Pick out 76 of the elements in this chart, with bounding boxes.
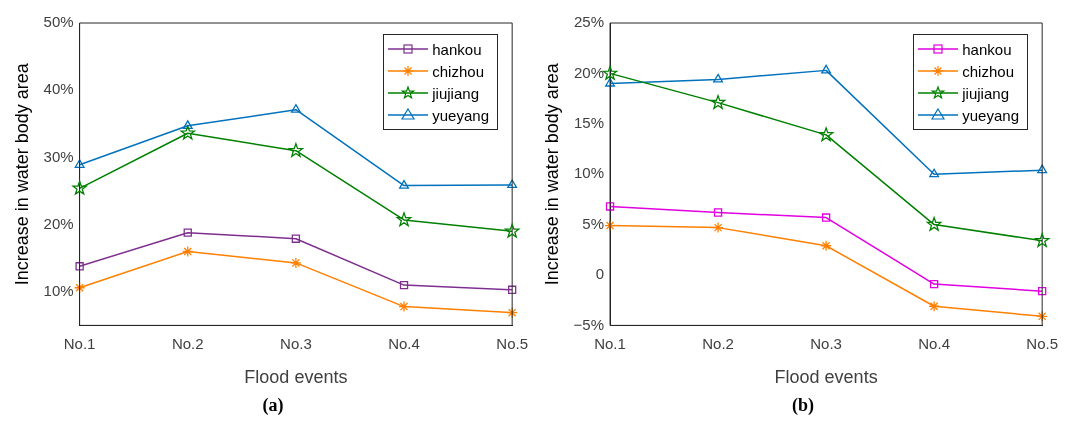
text: (b) [791,395,815,416]
point [821,64,832,74]
y-tick-label: 30% [43,147,74,165]
x-tick-label: No.2 [702,334,734,352]
point [929,279,939,289]
point [926,216,942,231]
point [290,257,302,269]
legend-label: hankou [432,40,482,58]
point [182,245,194,258]
point [75,262,84,271]
point [398,300,410,313]
point [507,285,517,294]
point [72,180,87,195]
y-tick-label: 0 [595,265,605,283]
x-tick-label: No.1 [594,334,626,352]
point [290,104,301,113]
point [399,280,409,290]
point [74,159,85,168]
x-tick-label: No.3 [810,334,842,352]
legend-label: chizhou [962,62,1014,80]
point [506,306,518,319]
legend-label: chizhou [432,62,484,80]
point [712,221,724,234]
point [288,143,304,157]
point [713,208,723,217]
x-tick-label: No.4 [388,334,420,352]
point [928,300,940,312]
point [1037,286,1047,296]
point [821,213,831,222]
point [710,94,726,109]
x-axis-title: Flood events [244,367,348,388]
x-tick-label: No.1 [63,334,96,352]
y-tick-label: 10% [43,281,74,299]
y-tick-label: 10% [574,164,605,182]
y-tick-label: 20% [43,214,74,232]
point [183,228,192,237]
point [818,127,834,142]
point [504,223,520,238]
point [399,179,409,189]
point [1034,233,1050,248]
point [605,77,616,87]
legend-label: jiujiang [962,84,1009,102]
point [291,234,301,243]
y-tick-label: 25% [574,13,605,31]
point [604,219,616,232]
y-tick-label: 50% [43,13,74,31]
x-tick-label: No.5 [1026,334,1058,352]
y-tick-label: 20% [574,63,605,81]
y-tick-label: 5% [582,214,605,232]
point [1037,164,1048,174]
x-tick-label: No.3 [280,334,312,352]
y-tick-label: −5% [573,315,605,333]
point [396,212,412,227]
x-axis-title: Flood events [774,367,878,388]
y-tick-label: 40% [43,80,74,98]
legend-label: hankou [962,40,1012,58]
x-tick-label: No.4 [918,334,950,352]
point [507,179,518,189]
y-axis-title: Increase in water body area [11,62,32,286]
point [713,73,724,83]
legend-label: yueyang [962,106,1019,124]
x-tick-label: No.5 [496,334,528,352]
legend-label: yueyang [432,106,489,124]
y-axis-title: Increase in water body area [541,62,562,286]
point [820,240,832,252]
x-tick-label: No.2 [171,334,204,352]
point [605,202,615,211]
point [182,120,193,129]
point [180,125,196,140]
point [73,282,86,294]
text: (a) [261,395,285,416]
legend-label: jiujiang [432,84,479,102]
point [1036,310,1048,322]
point [929,168,940,178]
point [602,65,618,80]
y-tick-label: 15% [574,113,605,131]
